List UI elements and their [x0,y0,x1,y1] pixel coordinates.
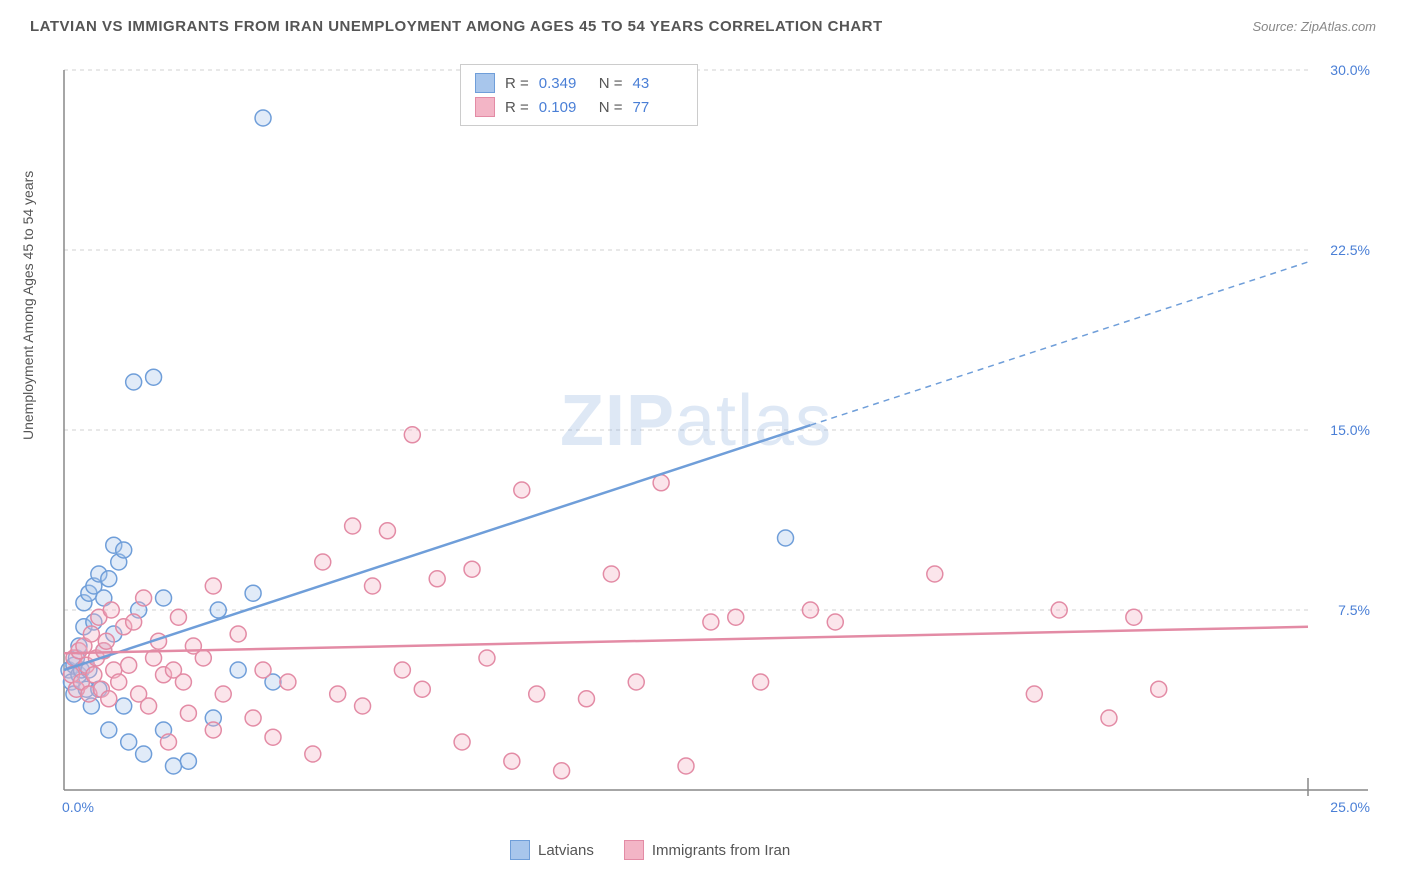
legend-item-latvians: Latvians [510,840,594,860]
r-label: R = [505,99,529,116]
n-label: N = [599,99,623,116]
svg-text:25.0%: 25.0% [1330,799,1370,815]
n-value-latvians: 43 [633,75,683,92]
legend-swatch-latvians [510,840,530,860]
legend-swatch-iran [475,97,495,117]
svg-text:15.0%: 15.0% [1330,422,1370,438]
legend-item-iran: Immigrants from Iran [624,840,790,860]
y-axis-label: Unemployment Among Ages 45 to 54 years [20,171,36,440]
r-value-iran: 0.109 [539,99,589,116]
svg-text:7.5%: 7.5% [1338,602,1370,618]
r-value-latvians: 0.349 [539,75,589,92]
r-label: R = [505,75,529,92]
correlation-legend: R = 0.349 N = 43 R = 0.109 N = 77 [460,64,698,126]
legend-row-iran: R = 0.109 N = 77 [475,95,683,119]
legend-swatch-iran [624,840,644,860]
source-attribution: Source: ZipAtlas.com [1252,19,1376,34]
chart-plot-area: 7.5% 15.0% 22.5% 30.0% 0.0% 25.0% [58,60,1378,820]
n-label: N = [599,75,623,92]
svg-text:22.5%: 22.5% [1330,242,1370,258]
svg-text:0.0%: 0.0% [62,799,94,815]
legend-row-latvians: R = 0.349 N = 43 [475,71,683,95]
series-legend: Latvians Immigrants from Iran [510,840,790,860]
legend-swatch-latvians [475,73,495,93]
n-value-iran: 77 [633,99,683,116]
chart-title: LATVIAN VS IMMIGRANTS FROM IRAN UNEMPLOY… [30,18,883,35]
legend-label-iran: Immigrants from Iran [652,842,790,859]
svg-text:30.0%: 30.0% [1330,62,1370,78]
scatter-chart-svg: 7.5% 15.0% 22.5% 30.0% 0.0% 25.0% [58,60,1378,820]
legend-label-latvians: Latvians [538,842,594,859]
